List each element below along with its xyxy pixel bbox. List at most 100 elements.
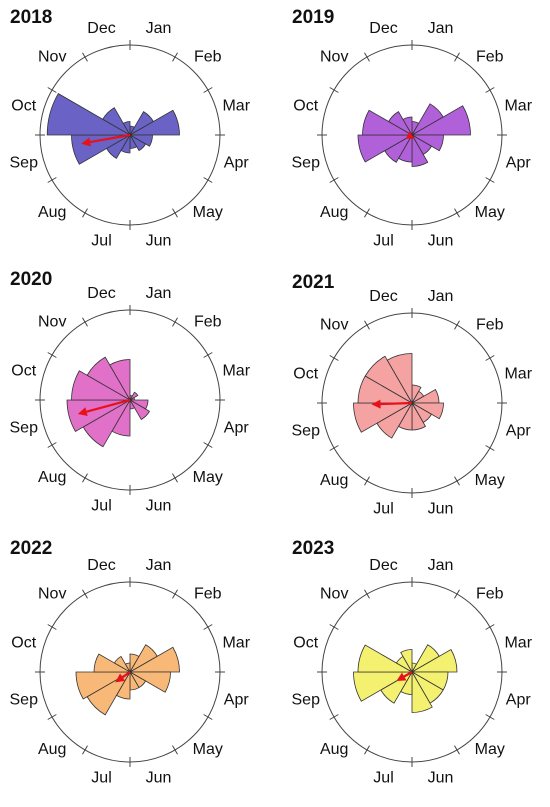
month-label: May (475, 741, 505, 758)
rose-panel: 2021 Jan Feb Mar Apr May Jun Jul Aug Sep Oct Nov Dec (292, 272, 533, 517)
panel-title: 2020 (10, 269, 52, 290)
rose-wedge (128, 646, 180, 673)
month-label: Jul (373, 232, 393, 249)
rose-panel: 2022 Jan Feb Mar Apr May Jun Jul Aug Sep Oct Nov Dec (10, 538, 251, 786)
rose-wedge (86, 356, 132, 402)
rose-wedge (66, 399, 132, 433)
polar-tick (47, 87, 57, 93)
polar-tick (203, 87, 213, 93)
month-label: Sep (10, 420, 39, 437)
month-label: Feb (476, 48, 504, 65)
month-label: Oct (293, 635, 318, 652)
rose-wedge (357, 644, 414, 673)
polar-tick (364, 589, 370, 599)
polar-tick (485, 355, 495, 361)
polar-tick (364, 208, 370, 218)
panel-title: 2023 (292, 538, 334, 559)
month-label: Dec (87, 557, 115, 574)
polar-tick (454, 320, 460, 330)
month-label: Apr (506, 692, 532, 709)
month-label: Jan (146, 20, 172, 37)
rose-wedge (109, 359, 131, 402)
rose-wedge (364, 355, 414, 405)
month-label: Apr (224, 420, 250, 437)
panel-title: 2022 (10, 538, 52, 559)
polar-tick (82, 208, 88, 218)
month-label: Apr (224, 155, 250, 172)
polar-tick (454, 745, 460, 755)
month-label: Dec (369, 557, 397, 574)
mean-vector (405, 131, 415, 139)
month-label: Sep (292, 155, 321, 172)
month-label: Jul (91, 232, 111, 249)
month-label: Oct (11, 98, 36, 115)
rose-wedge (410, 134, 444, 152)
month-label: Oct (293, 98, 318, 115)
polar-tick (364, 320, 370, 330)
mean-vector-head (371, 399, 381, 409)
polar-tick (364, 476, 370, 486)
mean-vector (81, 133, 131, 147)
month-label: Sep (10, 692, 39, 709)
rose-panel: 2018 Jan Feb Mar Apr May Jun Jul Aug Sep Oct Nov Dec (10, 7, 251, 249)
month-label: Apr (506, 155, 532, 172)
month-label: Jan (146, 557, 172, 574)
rose-wedge (71, 370, 132, 401)
polar-tick (82, 589, 88, 599)
month-label: Sep (10, 155, 39, 172)
polar-tick (82, 317, 88, 327)
polar-tick (329, 624, 339, 630)
month-label: Jan (146, 285, 172, 302)
polar-tick (203, 442, 213, 448)
rose-wedge (128, 671, 171, 693)
month-label: Nov (320, 585, 348, 602)
mean-vector (396, 671, 413, 681)
rose-wedge (410, 648, 458, 673)
rose-wedge (122, 121, 131, 137)
polar-tick (454, 52, 460, 62)
month-label: Dec (87, 20, 115, 37)
polar-tick (47, 352, 57, 358)
month-label: Feb (194, 313, 222, 330)
month-label: Jul (91, 497, 111, 514)
month-label: Dec (87, 285, 115, 302)
polar-tick (172, 208, 178, 218)
mean-vector-shaft (403, 671, 413, 678)
rose-wedge (386, 353, 413, 405)
rose-wedge (113, 655, 132, 674)
polar-tick (485, 714, 495, 720)
mean-vector (115, 671, 131, 683)
polar-tick (47, 624, 57, 630)
month-label: Feb (194, 585, 222, 602)
polar-tick (329, 87, 339, 93)
mean-vector-shaft (89, 133, 131, 144)
month-label: Nov (38, 48, 66, 65)
rose-wedge (46, 93, 132, 136)
rose-wedge (357, 134, 414, 163)
mean-vector-head (81, 137, 91, 147)
rose-panel: 2019 Jan Feb Mar Apr May Jun Jul Aug Sep Oct Nov Dec (292, 7, 533, 249)
month-label: Aug (320, 204, 348, 221)
month-label: Apr (224, 692, 250, 709)
mean-vector-head (77, 407, 88, 416)
polar-tick (47, 177, 57, 183)
rose-wedge (410, 402, 444, 420)
mean-vector (371, 399, 413, 409)
rose-wedge (93, 653, 132, 673)
month-label: May (475, 204, 505, 221)
rose-panel: 2020 Jan Feb Mar Apr May Jun Jul Aug Sep Oct Nov Dec (10, 269, 251, 514)
polar-tick (329, 355, 339, 361)
rose-wedge (102, 107, 132, 137)
month-label: Jun (428, 500, 454, 517)
polar-tick (454, 208, 460, 218)
month-label: Nov (38, 313, 66, 330)
month-label: Aug (38, 204, 66, 221)
rose-wedge (128, 398, 151, 421)
month-label: Oct (11, 635, 36, 652)
rose-wedge (124, 662, 131, 674)
polar-tick (454, 589, 460, 599)
month-label: Jan (428, 288, 454, 305)
mean-vector-head (115, 673, 126, 683)
